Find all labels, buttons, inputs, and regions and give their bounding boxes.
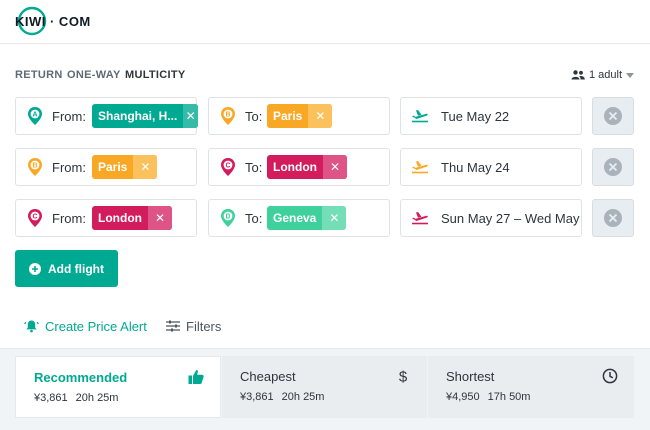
trip-type-bar: RETURN ONE-WAY MULTICITY 1 adult bbox=[15, 69, 634, 87]
tab-price: ¥3,861 bbox=[240, 391, 274, 403]
from-label: From: bbox=[52, 160, 86, 175]
location-chip: Shanghai, H... ✕ bbox=[92, 104, 198, 128]
chip-text: Paris bbox=[273, 109, 303, 123]
close-circle-icon bbox=[604, 209, 622, 227]
date-value: Sun May 27 – Wed May bbox=[441, 211, 580, 226]
marker-b-icon: B bbox=[221, 107, 235, 125]
bell-icon bbox=[24, 320, 39, 333]
chip-text: Paris bbox=[98, 160, 128, 174]
chip-text: Shanghai, H... bbox=[98, 109, 178, 123]
segment-1-date-field[interactable]: Tue May 22 bbox=[400, 97, 582, 135]
svg-text:C: C bbox=[225, 163, 230, 170]
passengers-selector[interactable]: 1 adult bbox=[571, 69, 634, 81]
segment-3-date-field[interactable]: Sun May 27 – Wed May bbox=[400, 199, 582, 237]
takeoff-plane-icon bbox=[412, 212, 428, 225]
location-chip: Geneva ✕ bbox=[267, 206, 347, 230]
to-label: To: bbox=[245, 160, 263, 175]
tab-price: ¥4,950 bbox=[446, 391, 480, 403]
sort-tab-recommended[interactable]: Recommended ¥3,861 20h 25m bbox=[15, 356, 221, 418]
location-chip: London ✕ bbox=[92, 206, 172, 230]
chip-remove-icon[interactable]: ✕ bbox=[147, 206, 172, 230]
to-label: To: bbox=[245, 211, 263, 226]
tab-price: ¥3,861 bbox=[34, 392, 68, 404]
segment-2-date-field[interactable]: Thu May 24 bbox=[400, 148, 582, 186]
takeoff-plane-icon bbox=[412, 110, 428, 123]
add-flight-button[interactable]: Add flight bbox=[15, 250, 118, 287]
chip-remove-icon[interactable]: ✕ bbox=[183, 104, 198, 128]
date-value: Tue May 22 bbox=[441, 109, 510, 124]
to-label: To: bbox=[245, 109, 263, 124]
passengers-label: 1 adult bbox=[588, 69, 622, 81]
chip-remove-icon[interactable]: ✕ bbox=[133, 155, 158, 179]
caret-down-icon bbox=[626, 72, 634, 78]
tab-title: Shortest bbox=[446, 369, 495, 384]
price-alert-label: Create Price Alert bbox=[45, 318, 147, 334]
logo-text: KIWI · COM bbox=[15, 14, 91, 29]
logo-ring-icon: KIWI · COM bbox=[15, 4, 90, 38]
segment-1-to-field[interactable]: B To: Paris ✕ bbox=[208, 97, 390, 135]
clock-icon bbox=[602, 368, 618, 384]
thumbs-up-icon bbox=[188, 370, 204, 384]
tab-summary: ¥3,861 20h 25m bbox=[240, 391, 324, 403]
svg-text:B: B bbox=[225, 112, 230, 119]
trip-type-return[interactable]: RETURN bbox=[15, 69, 63, 81]
marker-b-icon: B bbox=[28, 158, 42, 176]
segment-3-to-field[interactable]: D To: Geneva ✕ bbox=[208, 199, 390, 237]
segment-2-from-field[interactable]: B From: Paris ✕ bbox=[15, 148, 197, 186]
svg-text:$: $ bbox=[399, 369, 408, 385]
trip-type-multicity[interactable]: MULTICITY bbox=[125, 69, 186, 81]
chip-remove-icon[interactable]: ✕ bbox=[322, 206, 347, 230]
filters-link[interactable]: Filters bbox=[166, 317, 221, 335]
segment-2-to-field[interactable]: C To: London ✕ bbox=[208, 148, 390, 186]
chip-text: London bbox=[98, 211, 142, 225]
takeoff-plane-icon bbox=[412, 161, 428, 174]
svg-text:D: D bbox=[225, 214, 230, 221]
remove-segment-2-button[interactable] bbox=[592, 148, 634, 186]
chip-text: London bbox=[273, 160, 317, 174]
add-flight-label: Add flight bbox=[48, 261, 104, 276]
close-circle-icon bbox=[604, 158, 622, 176]
people-icon bbox=[571, 70, 585, 80]
marker-a-icon: A bbox=[28, 107, 42, 125]
chip-remove-icon[interactable]: ✕ bbox=[322, 155, 347, 179]
tab-duration: 20h 25m bbox=[281, 391, 325, 403]
location-chip: Paris ✕ bbox=[267, 104, 333, 128]
tab-title: Recommended bbox=[34, 370, 128, 385]
top-header: KIWI · COM bbox=[0, 0, 650, 44]
tab-summary: ¥3,861 20h 25m bbox=[34, 392, 118, 404]
tab-duration: 20h 25m bbox=[75, 392, 119, 404]
marker-d-icon: D bbox=[221, 209, 235, 227]
segment-1-from-field[interactable]: A From: Shanghai, H... ✕ bbox=[15, 97, 198, 135]
remove-segment-1-button[interactable] bbox=[592, 97, 634, 135]
chip-text: Geneva bbox=[273, 211, 317, 225]
tab-summary: ¥4,950 17h 50m bbox=[446, 391, 530, 403]
trip-type-one-way[interactable]: ONE-WAY bbox=[67, 69, 121, 81]
sort-tab-shortest[interactable]: Shortest ¥4,950 17h 50m bbox=[428, 356, 634, 418]
create-price-alert-link[interactable]: Create Price Alert bbox=[24, 317, 147, 335]
dollar-icon: $ bbox=[399, 369, 408, 385]
sort-tab-cheapest[interactable]: Cheapest $ ¥3,861 20h 25m bbox=[222, 356, 427, 418]
svg-text:C: C bbox=[32, 214, 37, 221]
svg-text:A: A bbox=[32, 112, 37, 119]
plus-circle-icon bbox=[29, 262, 41, 275]
tab-duration: 17h 50m bbox=[487, 391, 531, 403]
from-label: From: bbox=[52, 211, 86, 226]
from-label: From: bbox=[52, 109, 86, 124]
date-value: Thu May 24 bbox=[441, 160, 510, 175]
remove-segment-3-button[interactable] bbox=[592, 199, 634, 237]
location-chip: London ✕ bbox=[267, 155, 347, 179]
chip-remove-icon[interactable]: ✕ bbox=[308, 104, 333, 128]
marker-c-icon: C bbox=[28, 209, 42, 227]
marker-c-icon: C bbox=[221, 158, 235, 176]
kiwi-logo[interactable]: KIWI · COM bbox=[15, 4, 90, 38]
close-circle-icon bbox=[604, 107, 622, 125]
tab-title: Cheapest bbox=[240, 369, 296, 384]
filters-sliders-icon bbox=[166, 320, 180, 332]
segment-3-from-field[interactable]: C From: London ✕ bbox=[15, 199, 197, 237]
filters-label: Filters bbox=[186, 318, 222, 334]
svg-text:B: B bbox=[32, 163, 37, 170]
location-chip: Paris ✕ bbox=[92, 155, 158, 179]
